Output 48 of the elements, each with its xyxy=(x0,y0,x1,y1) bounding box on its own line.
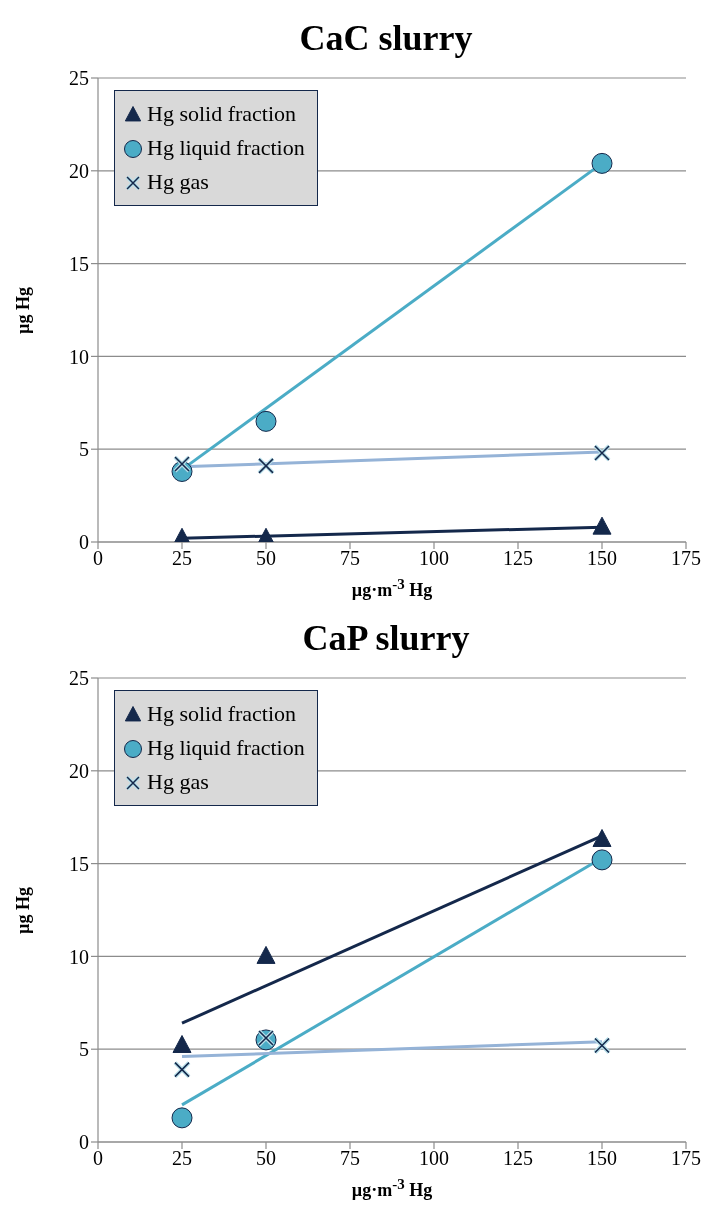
legend-label: Hg liquid fraction xyxy=(147,735,305,761)
point xyxy=(592,516,612,535)
y-tick-label: 0 xyxy=(79,1131,89,1154)
x-tick-label: 150 xyxy=(587,547,617,570)
y-tick-label: 10 xyxy=(69,945,89,968)
y-tick-label: 15 xyxy=(69,852,89,875)
point xyxy=(592,828,612,847)
x-tick-label: 0 xyxy=(93,1147,103,1170)
legend-label: Hg gas xyxy=(147,169,209,195)
x-tick-label: 75 xyxy=(340,547,360,570)
y-tick-label: 10 xyxy=(69,345,89,368)
y-tick-label: 5 xyxy=(79,1038,89,1061)
x-axis-title: µg·m$^{-3}$ Hg xyxy=(350,1176,434,1201)
point xyxy=(171,1107,193,1129)
x-axis-title: µg·m$^{-3}$ Hg xyxy=(350,576,434,601)
y-tick-label: 25 xyxy=(69,67,89,90)
x-tick-label: 125 xyxy=(503,547,533,570)
point xyxy=(591,152,613,174)
x-tick-label: 150 xyxy=(587,1147,617,1170)
point xyxy=(172,1034,192,1053)
x-tick-label: 50 xyxy=(256,1147,276,1170)
x-tick-label: 25 xyxy=(172,547,192,570)
y-axis-title: µg Hg xyxy=(12,286,34,334)
legend-label: Hg solid fraction xyxy=(147,701,297,727)
legend-label: Hg solid fraction xyxy=(147,101,297,127)
y-tick-label: 5 xyxy=(79,438,89,461)
chart-title: CaP slurry xyxy=(301,617,471,660)
chart-title: CaC slurry xyxy=(298,17,474,60)
point xyxy=(255,410,277,432)
x-tick-label: 100 xyxy=(419,547,449,570)
y-axis-title: µg Hg xyxy=(12,886,34,934)
x-tick-label: 125 xyxy=(503,1147,533,1170)
x-tick-label: 75 xyxy=(340,1147,360,1170)
x-tick-label: 25 xyxy=(172,1147,192,1170)
y-tick-label: 15 xyxy=(69,252,89,275)
y-tick-label: 20 xyxy=(69,159,89,182)
y-tick-label: 20 xyxy=(69,759,89,782)
y-tick-label: 25 xyxy=(69,667,89,690)
point xyxy=(256,945,276,964)
point xyxy=(591,849,613,871)
x-tick-label: 175 xyxy=(671,547,701,570)
legend-label: Hg gas xyxy=(147,769,209,795)
x-tick-label: 175 xyxy=(671,1147,701,1170)
y-tick-label: 0 xyxy=(79,531,89,554)
x-tick-label: 50 xyxy=(256,547,276,570)
legend-label: Hg liquid fraction xyxy=(147,135,305,161)
x-tick-label: 0 xyxy=(93,547,103,570)
x-tick-label: 100 xyxy=(419,1147,449,1170)
